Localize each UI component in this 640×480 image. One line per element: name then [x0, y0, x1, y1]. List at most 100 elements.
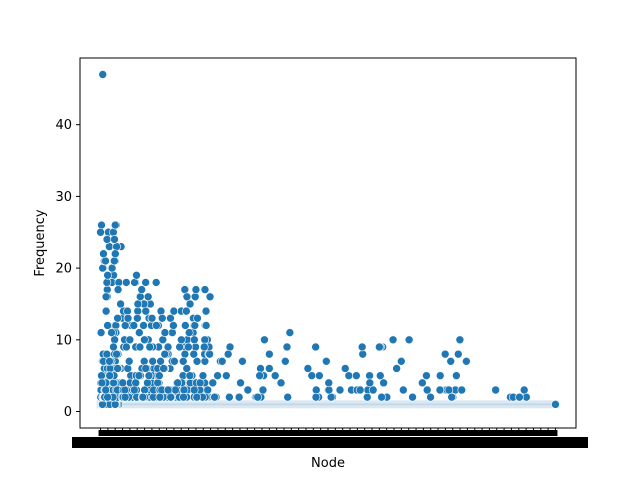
data-point [107, 328, 116, 337]
data-point [388, 335, 398, 345]
data-point [160, 328, 170, 337]
data-point [236, 378, 245, 388]
data-point [123, 364, 133, 373]
data-point [169, 306, 179, 316]
data-point-highlight [96, 227, 105, 237]
data-point [281, 357, 290, 366]
data-point [355, 385, 365, 395]
data-point [440, 349, 450, 359]
data-point-highlight [110, 235, 119, 244]
x-axis-ticks [72, 428, 588, 448]
y-axis-label: Frequency [33, 209, 48, 276]
data-point [112, 242, 121, 251]
data-point [198, 371, 208, 380]
data-point [125, 335, 135, 345]
data-point [113, 285, 123, 294]
data-point [365, 378, 375, 388]
data-point [265, 364, 274, 373]
data-point [426, 392, 435, 402]
data-point [131, 378, 141, 388]
data-point [103, 392, 112, 402]
data-point [435, 371, 445, 380]
data-point [200, 285, 210, 294]
data-point [182, 364, 192, 373]
data-point [171, 385, 180, 395]
data-point [258, 385, 268, 395]
data-point [159, 364, 168, 373]
data-point [118, 378, 128, 388]
data-point [225, 392, 234, 402]
data-point [123, 306, 132, 316]
data-point [311, 342, 320, 352]
data-point [133, 313, 142, 323]
data-point [340, 364, 350, 373]
data-point [98, 263, 107, 273]
data-point [102, 285, 112, 294]
data-point-highlight [285, 328, 295, 337]
data-point [208, 378, 218, 388]
data-point [141, 306, 151, 316]
data-point [141, 364, 151, 373]
data-point [189, 349, 199, 359]
data-point [140, 385, 149, 395]
data-point [177, 335, 186, 345]
data-point [152, 321, 161, 330]
data-point [453, 349, 463, 359]
data-point [315, 371, 324, 380]
data-point [109, 342, 118, 352]
data-point [178, 357, 188, 366]
data-point [130, 385, 139, 395]
data-point [311, 385, 321, 395]
data-point [234, 392, 244, 402]
data-point [462, 357, 471, 366]
data-point [422, 371, 431, 380]
data-point [324, 385, 334, 395]
data-point [156, 306, 166, 316]
data-point [253, 392, 263, 402]
y-tick-label: 0 [64, 405, 72, 420]
data-point [155, 371, 164, 380]
data-point [217, 357, 227, 366]
data-point [182, 292, 192, 302]
x-tick-label-clutter [72, 437, 588, 448]
data-point [123, 313, 133, 323]
data-point [160, 349, 170, 359]
data-point [158, 335, 168, 345]
data-point [515, 392, 524, 402]
data-point [102, 349, 112, 359]
data-point [157, 313, 167, 323]
data-point [238, 357, 247, 366]
data-point [404, 335, 414, 345]
data-point [265, 349, 274, 359]
data-point [153, 378, 163, 388]
data-point [130, 278, 139, 287]
data-point [276, 378, 286, 388]
data-point [192, 392, 202, 402]
data-point [97, 371, 106, 380]
data-point [133, 306, 143, 316]
data-point [191, 342, 200, 352]
data-point [362, 392, 372, 402]
data-point [256, 364, 265, 373]
data-point [105, 371, 114, 380]
data-point [326, 392, 336, 402]
data-point [155, 392, 165, 402]
data-point [105, 357, 114, 366]
data-point [205, 349, 214, 359]
data-point [98, 400, 107, 409]
data-point [193, 313, 202, 323]
data-point [379, 378, 388, 388]
data-point [200, 357, 210, 366]
data-point [143, 292, 153, 302]
data-point [138, 392, 148, 402]
data-point [110, 335, 119, 345]
data-point [103, 270, 112, 280]
data-point [168, 328, 177, 337]
data-point [109, 378, 118, 388]
data-point [192, 357, 202, 366]
data-point [270, 371, 280, 380]
data-point [392, 364, 401, 373]
data-point [166, 392, 176, 402]
data-point [120, 321, 130, 330]
data-point [408, 392, 417, 402]
